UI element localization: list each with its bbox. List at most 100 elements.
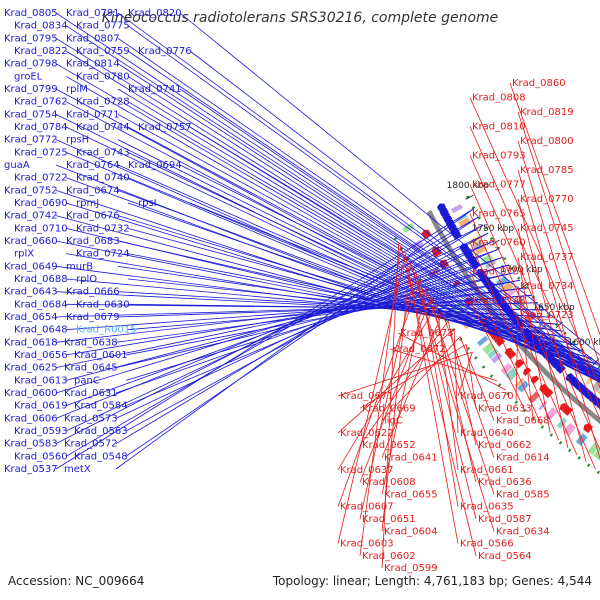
forward-gene-label: Krad_0548 <box>74 451 128 462</box>
reverse-leader-line <box>381 241 400 569</box>
forward-gene-label: Krad_0752 <box>4 185 58 196</box>
reverse-gene-label: Krad_0564 <box>478 551 532 562</box>
forward-gene-label: Krad_0584 <box>74 401 128 412</box>
forward-leader-line <box>127 25 600 368</box>
forward-gene-label: rpsI <box>138 198 157 209</box>
forward-gene-label: Krad_0814 <box>66 59 120 70</box>
reverse-gene-label: Krad_0633 <box>478 403 532 414</box>
forward-gene-label: Krad_0601 <box>74 350 128 361</box>
reverse-leader-line <box>469 242 560 441</box>
forward-gene-label: panC <box>74 375 100 386</box>
forward-gene-label: Krad_0759 <box>76 46 130 57</box>
reverse-gene-label: Krad_0662 <box>478 440 532 451</box>
forward-gene-label: Krad_0728 <box>76 97 130 108</box>
reverse-leader-line <box>359 245 402 556</box>
reverse-gene-label: Krad_0800 <box>520 136 574 147</box>
forward-gene-label: Krad_0710 <box>14 223 68 234</box>
forward-gene-label: Krad_0772 <box>4 135 58 146</box>
forward-leader-line <box>125 248 499 407</box>
backbone-track <box>426 210 600 424</box>
reverse-gene-label: Krad_0622 <box>340 428 394 439</box>
reverse-gene-label: Krad_0819 <box>520 107 574 118</box>
reverse-leader-line <box>517 285 534 417</box>
forward-gene-label: Krad_0743 <box>76 147 130 158</box>
forward-leader-line <box>55 215 591 359</box>
forward-gene-label: Krad_0572 <box>64 439 118 450</box>
forward-gene-label: Krad_0560 <box>14 451 68 462</box>
forward-gene-label: Krad_0613 <box>14 375 68 386</box>
reverse-leader-line <box>359 271 416 520</box>
forward-gene-label: Krad_0795 <box>4 33 58 44</box>
map-title: Kineococcus radiotolerans SRS30216, comp… <box>102 10 499 26</box>
reverse-leader-line <box>459 336 495 421</box>
forward-gene-label: Krad_0757 <box>138 122 192 133</box>
scale-tick-label: 1750 kbp <box>472 224 515 234</box>
forward-leader-line <box>125 216 479 457</box>
reverse-leader-line <box>469 184 596 470</box>
reverse-gene-label: Krad_0671 <box>340 391 394 402</box>
forward-gene-label: Krad_0683 <box>66 236 120 247</box>
forward-gene-label: Krad_0780 <box>76 71 130 82</box>
reverse-leader-line <box>517 169 600 460</box>
forward-leader-line <box>65 279 521 356</box>
forward-gene-label: Krad_0660 <box>4 236 58 247</box>
forward-gene-label: Krad_0754 <box>4 109 58 120</box>
forward-leader-line <box>127 253 570 339</box>
forward-gene-label: rpsH <box>66 135 89 146</box>
reverse-gene-label: Krad_0748 <box>472 296 526 307</box>
reverse-leader-line <box>469 97 600 389</box>
reverse-gene-label: Krad_0860 <box>512 78 566 89</box>
reverse-leader-line <box>389 348 498 382</box>
reverse-gene-label: Krad_0751 <box>472 267 526 278</box>
reverse-leader-line <box>469 300 525 409</box>
reverse-leader-line <box>337 254 406 544</box>
reverse-gene-label: Krad_0636 <box>478 477 532 488</box>
forward-leader-line <box>65 278 557 325</box>
forward-gene-label: Krad_0690 <box>14 198 68 209</box>
reverse-leader-line <box>359 320 449 446</box>
reverse-gene-label: Krad_0599 <box>384 563 438 574</box>
reverse-gene-label: Krad_0661 <box>460 465 514 476</box>
forward-leader-line <box>65 294 532 331</box>
reverse-gene-label: Krad_0566 <box>460 539 514 550</box>
forward-gene-label: metX <box>64 464 91 475</box>
forward-leader-line <box>65 248 499 407</box>
reverse-gene-label: Krad_0808 <box>472 93 526 104</box>
reverse-gene-label: Krad_0651 <box>362 514 416 525</box>
scale-tick-label: 1800 kbp <box>447 181 490 191</box>
forward-leader-line <box>179 88 600 375</box>
reverse-leader-line <box>442 312 495 458</box>
forward-leader-line <box>55 12 600 373</box>
forward-gene-label: Krad_0820 <box>128 8 182 19</box>
forward-gene-label: Krad_0679 <box>66 312 120 323</box>
reverse-gene-label: Krad_0585 <box>496 489 550 500</box>
reverse-gene-label: Krad_0604 <box>384 526 438 537</box>
forward-gene-label: Krad_0741 <box>128 84 182 95</box>
reverse-leader-line <box>359 296 432 483</box>
forward-leader-line <box>55 291 551 318</box>
forward-leader-line <box>55 240 494 419</box>
forward-gene-label: groEL <box>14 71 43 82</box>
forward-leader-line <box>55 224 484 445</box>
forward-gene-label: Krad_0648 <box>14 325 68 336</box>
forward-gene-label: Krad_0606 <box>4 413 58 424</box>
reverse-gene-label: Krad_0587 <box>478 514 532 525</box>
reverse-gene-label: Krad_0614 <box>496 453 550 464</box>
forward-leader-line <box>115 208 475 470</box>
reverse-gene-label: Krad_0640 <box>460 428 514 439</box>
forward-gene-label: Krad_0725 <box>14 147 68 158</box>
forward-gene-label: Krad_0791 <box>66 8 120 19</box>
reverse-leader-line <box>337 351 473 397</box>
reverse-gene-label: Krad_0785 <box>520 165 574 176</box>
forward-gene-label: Krad_0638 <box>64 337 118 348</box>
reverse-gene-label: Krad_0641 <box>384 453 438 464</box>
forward-gene-label: Krad_0618 <box>4 337 58 348</box>
forward-leader-line <box>55 272 515 369</box>
forward-leader-line <box>65 177 600 374</box>
accession-text: Accession: NC_009664 <box>8 574 144 588</box>
forward-leader-line <box>65 216 479 457</box>
forward-leader-line <box>55 256 504 394</box>
forward-gene-label: Krad_0674 <box>66 185 120 196</box>
forward-gene-label: Krad_0573 <box>64 413 118 424</box>
scale-tick-mark <box>465 194 474 200</box>
